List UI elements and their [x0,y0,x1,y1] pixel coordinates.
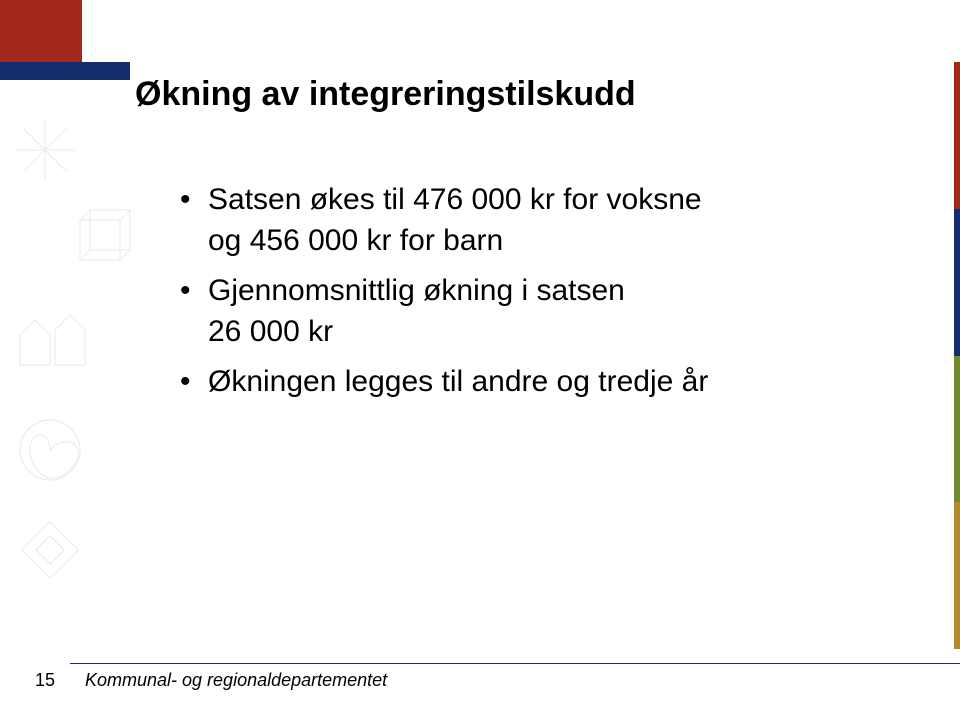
bullet-item: Gjennomsnittlig økning i satsen 26 000 k… [180,271,880,352]
corner-red-block [0,0,82,62]
corner-blue-strip [0,62,130,80]
accent-segment-blue [954,209,960,356]
bullet-item: Satsen økes til 476 000 kr for voksne og… [180,180,880,261]
page-number: 15 [35,670,55,691]
right-accent-bar [954,62,960,649]
department-name: Kommunal- og regionaldepartementet [85,670,387,691]
bullet-item: Økningen legges til andre og tredje år [180,362,880,403]
bullet-line: og 456 000 kr for barn [208,221,880,262]
bullet-line: Satsen økes til 476 000 kr for voksne [208,183,702,216]
slide: Økning av integreringstilskudd Satsen øk… [0,0,960,719]
bullet-line: Gjennomsnittlig økning i satsen [208,274,625,307]
watermark-pattern [0,90,170,650]
bullet-line: 26 000 kr [208,312,880,353]
accent-segment-red [954,62,960,209]
footer-separator [70,663,960,664]
bullet-line: Økningen legges til andre og tredje år [208,365,708,398]
slide-title: Økning av integreringstilskudd [135,75,636,114]
accent-segment-green [954,356,960,503]
bullet-list: Satsen økes til 476 000 kr for voksne og… [180,180,880,413]
accent-segment-gold [954,502,960,649]
